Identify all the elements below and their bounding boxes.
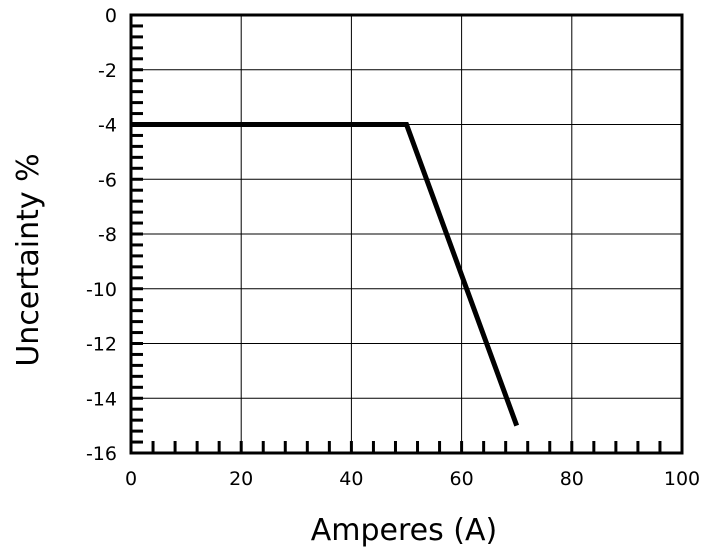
y-tick-label: -14: [86, 388, 117, 410]
plot-frame: [129, 13, 684, 455]
y-tick-label: -10: [86, 279, 117, 301]
x-tick-label: 60: [450, 468, 474, 490]
y-axis-title: Uncertainty %: [11, 153, 46, 366]
x-tick-label: 80: [560, 468, 584, 490]
x-tick-label: 0: [125, 468, 137, 490]
y-tick-label: -16: [86, 443, 117, 465]
uncertainty-series-line: [131, 122, 520, 427]
y-tick-label: -4: [98, 115, 117, 137]
y-tick-label: -6: [98, 169, 117, 191]
grid-layer: [131, 15, 682, 453]
tick-label-layer: 0 20 40 60 80 100 0 -2 -4 -6 -8 -10 -12 -14 -16: [86, 5, 700, 490]
y-tick-label: -2: [98, 60, 117, 82]
x-tick-label: 40: [339, 468, 363, 490]
x-tick-label: 100: [664, 468, 700, 490]
x-axis-title: Amperes (A): [311, 513, 497, 548]
y-tick-label: -8: [98, 224, 117, 246]
y-tick-label: 0: [105, 5, 117, 27]
series-layer: [131, 122, 520, 427]
plot-border: [129, 13, 684, 455]
y-tick-label: -12: [86, 334, 117, 356]
x-tick-label: 20: [229, 468, 253, 490]
